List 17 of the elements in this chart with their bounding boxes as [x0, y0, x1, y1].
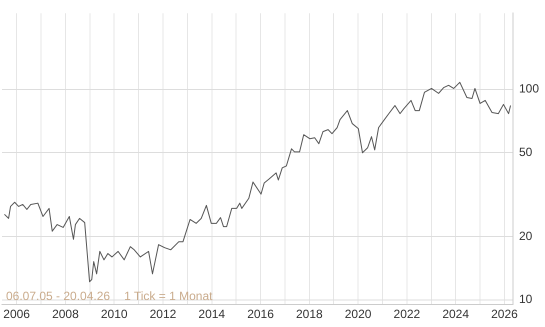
x-tick-label: 2006	[3, 307, 30, 322]
y-tick-label: 100	[518, 82, 540, 96]
x-tick-label: 2024	[442, 307, 470, 322]
x-tick-label: 2018	[296, 307, 323, 322]
y-tick-label: 10	[518, 292, 533, 306]
y-tick-label: 50	[518, 145, 533, 160]
x-tick-label: 2014	[198, 307, 226, 322]
x-tick-label: 2012	[150, 307, 177, 322]
x-tick-label: 2022	[394, 307, 421, 322]
x-tick-label: 2010	[100, 307, 128, 322]
y-tick-label: 20	[518, 228, 533, 243]
x-tick-label: 2020	[344, 307, 372, 322]
x-tick-label: 2026	[491, 307, 518, 322]
x-tick-label: 2016	[247, 307, 274, 322]
annotation: 06.07.05 - 20.04.26	[6, 288, 110, 303]
annotation: 1 Tick = 1 Monat	[124, 288, 214, 303]
x-tick-label: 2008	[52, 307, 80, 322]
